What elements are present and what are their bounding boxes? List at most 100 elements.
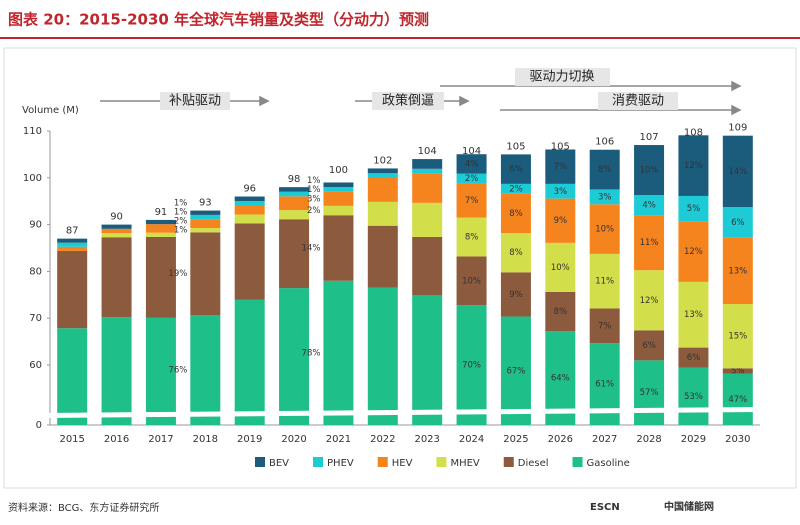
data-label: 8% — [509, 209, 523, 219]
annotation: 消费驱动 — [612, 94, 664, 109]
bar-segment — [500, 183, 531, 194]
data-label: 6% — [687, 353, 701, 363]
total-label: 104 — [418, 146, 437, 157]
annotation-box — [160, 92, 230, 110]
total-label: 96 — [243, 184, 256, 195]
bar-segment — [279, 210, 310, 220]
data-label: 1% — [307, 185, 321, 195]
y-tick-label: 80 — [29, 266, 42, 277]
bar-segment — [279, 191, 310, 197]
bar-segment — [279, 187, 310, 192]
bar-segment — [634, 360, 665, 425]
data-label: 53% — [684, 392, 703, 402]
data-label: 6% — [642, 341, 656, 351]
bar-segment — [101, 233, 132, 238]
bar-segment — [456, 173, 487, 184]
bar-segment — [367, 225, 398, 288]
bar-segment — [722, 304, 753, 369]
legend-swatch — [436, 457, 447, 467]
bar-segment — [190, 227, 221, 233]
bar-segment — [456, 154, 487, 174]
x-tick-label: 2028 — [636, 434, 661, 445]
bar-segment — [500, 193, 531, 234]
bar-segment — [545, 242, 576, 292]
bar-segment — [101, 224, 132, 229]
bar-segment — [234, 214, 265, 224]
data-label: 8% — [465, 232, 479, 242]
bar-segment — [500, 233, 531, 273]
bar-segment — [57, 246, 88, 251]
y-tick-label: 90 — [29, 220, 42, 231]
bar-segment — [722, 237, 753, 305]
bar-segment — [545, 198, 576, 243]
bar-segment — [145, 236, 176, 318]
legend-label: MHEV — [450, 458, 479, 469]
bar-segment — [678, 221, 709, 282]
legend-swatch — [255, 457, 265, 467]
watermark: ESCN — [590, 502, 620, 513]
bar-segment — [190, 210, 221, 215]
y-tick-label: 60 — [29, 360, 42, 371]
data-label: 12% — [684, 247, 703, 257]
bar-segment — [634, 145, 665, 196]
bar-segment — [367, 173, 398, 178]
x-tick-label: 2016 — [104, 434, 129, 445]
data-label: 10% — [462, 276, 481, 286]
bar-segment — [678, 367, 709, 425]
bar-segment — [234, 201, 265, 206]
bar-segment — [190, 232, 221, 316]
bar-segment — [500, 316, 531, 425]
data-label: 1% — [174, 226, 188, 236]
bar-segment — [634, 330, 665, 361]
data-label: 11% — [640, 238, 659, 248]
x-tick-label: 2020 — [281, 434, 306, 445]
bar-segment — [234, 205, 265, 215]
data-label: 2% — [509, 184, 523, 194]
annotation-box — [372, 92, 444, 110]
data-label: 6% — [509, 165, 523, 175]
data-label: 61% — [595, 380, 614, 390]
total-label: 91 — [155, 207, 168, 218]
total-label: 100 — [329, 165, 348, 176]
bar-segment — [145, 232, 176, 237]
data-label: 8% — [509, 248, 523, 258]
bar-segment — [279, 196, 310, 211]
annotation: 政策倒逼 — [382, 93, 434, 109]
bar-segment — [323, 280, 354, 425]
bar-segment — [456, 305, 487, 425]
bar-segment — [412, 236, 443, 296]
data-label: 11% — [595, 277, 614, 287]
data-label: 8% — [598, 165, 612, 175]
data-label: 7% — [554, 162, 568, 172]
total-label: 90 — [110, 212, 123, 223]
bar-segment — [145, 317, 176, 425]
total-label: 87 — [66, 226, 79, 237]
legend-label: PHEV — [327, 458, 354, 469]
bar-segment — [545, 183, 576, 199]
bar-segment — [500, 272, 531, 317]
data-label: 3% — [598, 192, 612, 202]
bar-segment — [589, 253, 620, 309]
bar-segment — [678, 281, 709, 348]
data-label: 3% — [554, 187, 568, 197]
x-tick-label: 2026 — [548, 434, 573, 445]
y-tick-label: 110 — [23, 126, 42, 137]
x-tick-label: 2021 — [326, 434, 351, 445]
data-label: 57% — [640, 388, 659, 398]
bar-segment — [57, 328, 88, 425]
data-label: 8% — [554, 307, 568, 317]
bar-segment — [412, 168, 443, 174]
data-label: 7% — [465, 196, 479, 206]
data-label: 10% — [640, 166, 659, 176]
data-label: 4% — [465, 159, 479, 169]
bar-segment — [589, 189, 620, 205]
bar-segment — [589, 204, 620, 254]
data-label: 14% — [302, 244, 321, 254]
annotation-box — [598, 92, 678, 110]
bar-segment — [367, 287, 398, 425]
bar-segment — [589, 308, 620, 344]
bar-segment — [722, 135, 753, 208]
data-label: 67% — [506, 366, 525, 376]
x-tick-label: 2029 — [681, 434, 706, 445]
data-label: 1% — [174, 199, 188, 209]
